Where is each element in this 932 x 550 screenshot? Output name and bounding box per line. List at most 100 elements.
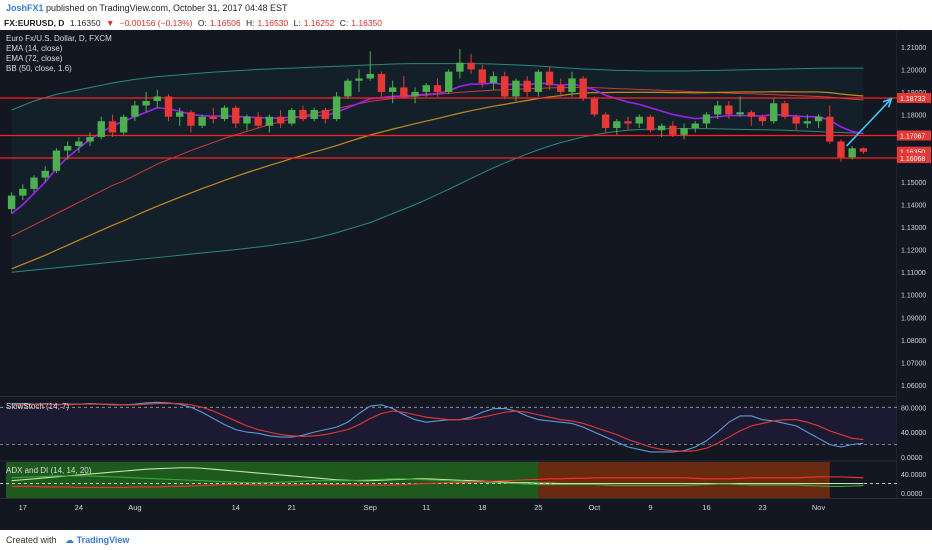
candle-47 xyxy=(534,69,543,97)
candle-body-19 xyxy=(220,107,229,119)
candle-45 xyxy=(512,78,520,101)
candle-body-6 xyxy=(75,141,83,147)
candle-body-1 xyxy=(19,188,27,196)
price-tag-text-1: 1.17067 xyxy=(900,134,925,141)
candle-70 xyxy=(792,114,800,131)
price-tag-bg-3 xyxy=(897,153,931,164)
candle-body-14 xyxy=(164,96,173,117)
candle-body-5 xyxy=(63,146,72,151)
price-tag-text-0: 1.18733 xyxy=(900,96,925,103)
price-tag-bg-2 xyxy=(897,146,931,157)
candle-63 xyxy=(713,100,722,119)
candle-59 xyxy=(669,121,677,138)
candle-53 xyxy=(601,112,610,133)
price-change: −0.00156 (−0.13%) xyxy=(119,18,193,28)
y-tick-8: 1.14000 xyxy=(901,203,926,210)
candle-71 xyxy=(803,114,812,129)
candle-22 xyxy=(254,112,262,129)
candle-2 xyxy=(30,175,38,193)
publish-info: published on TradingView.com, October 31… xyxy=(46,3,288,13)
candle-8 xyxy=(97,116,105,140)
candle-body-61 xyxy=(691,123,699,129)
candle-body-55 xyxy=(624,121,632,124)
created-with: Created with xyxy=(6,535,57,545)
stoch-legend[interactable]: SlowStoch (14, 7) xyxy=(6,402,70,411)
price-tag-0: 1.18733 xyxy=(897,92,931,103)
symbol-name: FX:EURUSD, D xyxy=(4,18,65,28)
stoch-band xyxy=(0,407,897,445)
candle-62 xyxy=(702,112,711,129)
candle-body-31 xyxy=(355,78,363,81)
candle-61 xyxy=(691,121,699,133)
adx-shading xyxy=(6,462,830,498)
candle-51 xyxy=(579,76,587,101)
candle-body-76 xyxy=(859,148,868,152)
tradingview-logo-icon: ☁ xyxy=(65,535,75,545)
candle-body-66 xyxy=(747,112,756,117)
candle-25 xyxy=(288,107,296,126)
candle-42 xyxy=(478,64,487,88)
y-tick-2: 1.08000 xyxy=(901,338,926,345)
candle-28 xyxy=(321,107,330,124)
candle-body-60 xyxy=(680,128,688,135)
y-tick-14: 1.20000 xyxy=(901,67,926,74)
candle-58 xyxy=(657,123,666,138)
candle-body-35 xyxy=(400,87,408,97)
candle-body-46 xyxy=(523,80,531,92)
candle-body-43 xyxy=(489,76,498,83)
candle-11 xyxy=(131,100,139,122)
candle-body-7 xyxy=(86,137,94,142)
bb-upper-line xyxy=(11,63,864,111)
x-tick-13: Nov xyxy=(812,503,826,512)
candle-29 xyxy=(332,91,341,122)
price-axis-bg xyxy=(897,30,932,498)
adx-legend[interactable]: ADX and DI (14, 14, 20) xyxy=(6,466,92,475)
candle-body-30 xyxy=(344,80,352,97)
candle-17 xyxy=(198,114,206,129)
candles xyxy=(7,49,868,214)
candle-body-39 xyxy=(444,71,453,92)
adx-line-2 xyxy=(11,476,864,488)
y-tick-12: 1.18000 xyxy=(901,112,926,119)
candle-24 xyxy=(276,109,285,129)
candle-body-34 xyxy=(388,87,397,92)
stoch-tick-1: 40.0000 xyxy=(901,430,926,437)
candle-15 xyxy=(176,107,184,126)
candle-52 xyxy=(590,96,599,117)
candle-body-22 xyxy=(254,116,262,126)
symbol-bar: FX:EURUSD, D 1.16350 ▼ −0.00156 (−0.13%)… xyxy=(0,16,932,30)
price-tag-bg-0 xyxy=(897,92,931,103)
y-tick-15: 1.21000 xyxy=(901,45,926,52)
candle-55 xyxy=(624,116,632,131)
candle-49 xyxy=(557,78,565,97)
tradingview-link[interactable]: TradingView xyxy=(76,535,130,545)
author-name[interactable]: JoshFX1 xyxy=(6,3,44,13)
candle-16 xyxy=(187,109,195,133)
candle-23 xyxy=(265,114,274,133)
candle-body-50 xyxy=(568,78,576,92)
adx-shade-1 xyxy=(538,462,830,498)
adx-panel xyxy=(0,467,897,488)
y-tick-1: 1.07000 xyxy=(901,360,926,367)
x-tick-3: 14 xyxy=(232,503,240,512)
legend-bb[interactable]: BB (50, close, 1.6) xyxy=(6,64,72,73)
stoch-line-1 xyxy=(11,403,864,452)
adx-tick-1: 0.0000 xyxy=(901,491,923,498)
chart-canvas[interactable]: 1.06000 1.07000 1.08000 1.09000 1.10000 1.110… xyxy=(0,30,932,530)
candle-66 xyxy=(747,109,756,126)
main-legend: Euro Fx/U.S. Dollar, D, FXCM EMA (14, cl… xyxy=(6,34,112,74)
open-value: 1.16506 xyxy=(209,18,241,28)
candle-body-13 xyxy=(153,96,162,101)
low-value: 1.16252 xyxy=(303,18,335,28)
candle-6 xyxy=(75,137,83,153)
x-tick-4: 21 xyxy=(288,503,296,512)
legend-ema14[interactable]: EMA (14, close) xyxy=(6,44,63,53)
candle-75 xyxy=(848,146,856,160)
candle-73 xyxy=(826,105,834,144)
price-tag-bg-1 xyxy=(897,130,931,141)
candle-76 xyxy=(859,147,868,154)
open-label: O: xyxy=(197,18,207,28)
candle-body-49 xyxy=(557,85,565,92)
legend-ema72[interactable]: EMA (72, close) xyxy=(6,54,63,63)
candle-body-67 xyxy=(758,116,767,122)
